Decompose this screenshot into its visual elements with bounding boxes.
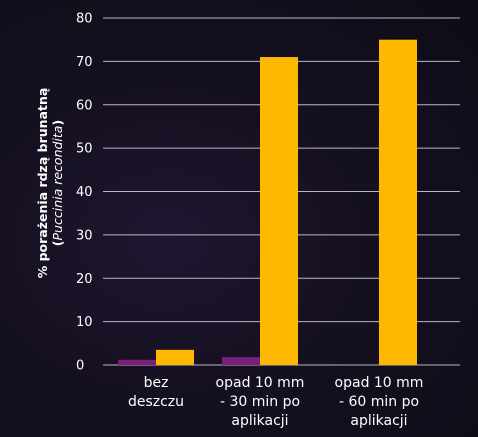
bar	[222, 357, 260, 365]
x-category-label: - 30 min po	[220, 394, 300, 410]
y-axis-title-line1: % porażenia rdzą brunatną	[35, 87, 50, 279]
y-tick-label: 80	[76, 12, 93, 27]
y-tick-label: 10	[76, 315, 93, 330]
bar	[118, 359, 156, 365]
bar	[156, 349, 194, 365]
x-category-label: aplikacji	[350, 413, 407, 429]
y-tick-label: 0	[76, 359, 84, 374]
y-tick-label: 60	[76, 98, 93, 113]
x-category-label: opad 10 mm	[216, 375, 305, 391]
y-axis-title-line2: (Puccinia recondita)	[50, 119, 65, 247]
x-category-label: opad 10 mm	[335, 375, 424, 391]
y-axis-title: % porażenia rdzą brunatną (Puccinia reco…	[35, 88, 65, 279]
x-category-label: bez	[144, 375, 169, 391]
y-tick-label: 40	[76, 185, 93, 200]
bar	[260, 57, 298, 365]
y-tick-label: 20	[76, 272, 93, 287]
y-tick-label: 50	[76, 142, 93, 157]
x-category-label: - 60 min po	[339, 394, 419, 410]
bar	[379, 39, 417, 365]
x-category-label: deszczu	[128, 394, 184, 410]
y-tick-label: 70	[76, 55, 93, 70]
y-tick-label: 30	[76, 228, 93, 243]
x-category-label: aplikacji	[231, 413, 288, 429]
